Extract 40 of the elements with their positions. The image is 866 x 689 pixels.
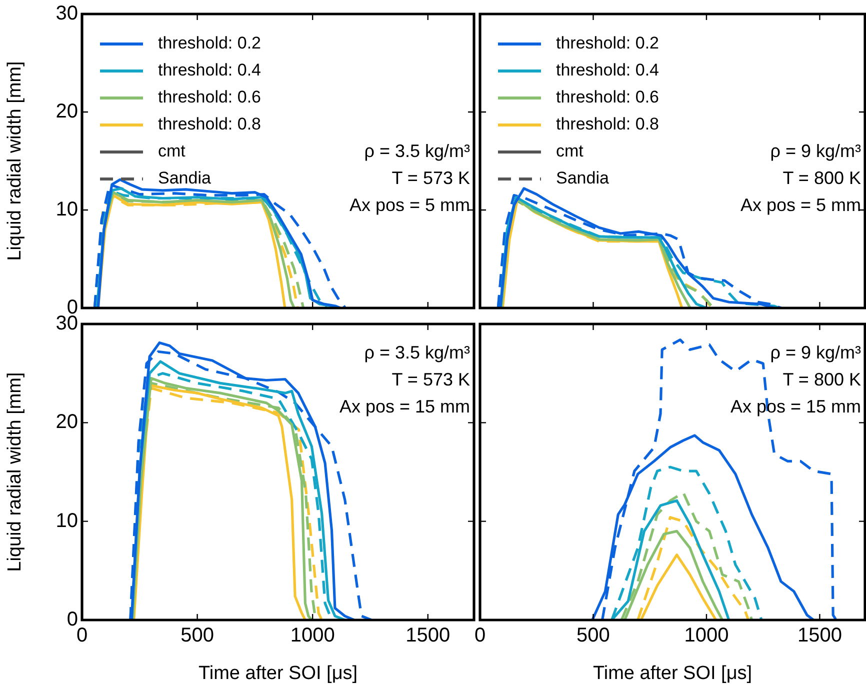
legend-label: threshold: 0.4 (158, 60, 262, 80)
legend-label: cmt (556, 142, 584, 161)
legend-label: threshold: 0.6 (556, 88, 660, 107)
x-tick-label: 1500 (797, 624, 842, 647)
legend-label: threshold: 0.2 (556, 34, 660, 53)
y-tick-label: 30 (56, 2, 78, 25)
annotation: Ax pos = 5 mm (740, 195, 861, 216)
x-tick-label: 1000 (290, 624, 335, 647)
x-tick-label: 1000 (684, 624, 729, 647)
y-tick-label: 10 (56, 198, 78, 221)
annotation: Ax pos = 5 mm (349, 195, 470, 216)
x-tick-label: 500 (576, 624, 610, 647)
legend-label: Sandia (556, 168, 610, 188)
legend-label: threshold: 0.2 (158, 34, 262, 53)
y-axis-title: Liquid radial width [mm] (4, 61, 26, 261)
annotation: ρ = 9 kg/m³ (770, 342, 862, 363)
y-tick-label: 0 (66, 608, 78, 631)
x-axis-title: Time after SOI [μs] (592, 662, 752, 684)
x-tick-label: 500 (180, 624, 214, 647)
x-tick-label: 1500 (406, 624, 450, 647)
legend-label: threshold: 0.6 (158, 88, 262, 107)
legend-label: cmt (158, 142, 186, 161)
annotation: ρ = 3.5 kg/m³ (364, 342, 470, 363)
y-axis-title: Liquid radial width [mm] (4, 372, 26, 572)
annotation: T = 573 K (392, 370, 470, 390)
annotation: ρ = 9 kg/m³ (770, 141, 862, 162)
annotation: T = 573 K (392, 168, 470, 188)
legend-label: threshold: 0.4 (556, 60, 660, 80)
y-tick-label: 20 (56, 100, 78, 123)
y-tick-label: 20 (56, 411, 78, 434)
legend-label: Sandia (158, 168, 212, 188)
x-axis-title: Time after SOI [μs] (198, 662, 358, 684)
annotation: T = 800 K (782, 370, 861, 390)
x-tick-label: 0 (474, 624, 486, 647)
annotation: ρ = 3.5 kg/m³ (364, 141, 470, 162)
annotation: T = 800 K (782, 168, 861, 188)
y-tick-label: 10 (56, 510, 78, 532)
annotation: Ax pos = 15 mm (339, 396, 470, 417)
legend-label: threshold: 0.8 (556, 114, 660, 134)
legend-label: threshold: 0.8 (158, 114, 262, 134)
